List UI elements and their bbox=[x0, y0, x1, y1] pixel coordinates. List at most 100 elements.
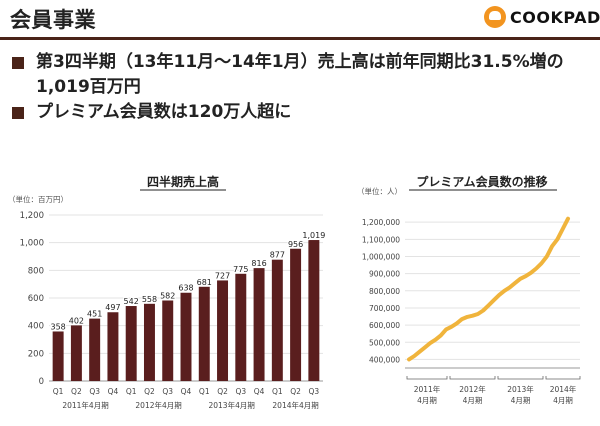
bar-y-tick-label: 1,200 bbox=[20, 211, 44, 221]
bar-value-label: 727 bbox=[215, 271, 230, 280]
bar-x-tick-label: Q1 bbox=[199, 387, 210, 396]
bar-x-tick-label: Q3 bbox=[162, 387, 173, 396]
bar-x-tick-label: Q2 bbox=[144, 387, 155, 396]
bar-group-label: 2011年4月期 bbox=[62, 400, 108, 410]
line-y-tick-label: 700,000 bbox=[369, 304, 400, 313]
line-group-year: 2011年 bbox=[414, 384, 441, 394]
bar-mark bbox=[125, 306, 137, 381]
bar-chart-title: 四半期売上高 bbox=[147, 174, 219, 189]
bar-value-label: 402 bbox=[69, 316, 84, 325]
bullet-text: 1,019百万円 bbox=[36, 77, 141, 97]
bar-mark bbox=[162, 300, 174, 381]
premium-members-line-chart: プレミアム会員数の推移 （単位：人） 400,000 500,000 600,000… bbox=[357, 174, 581, 405]
bar-value-label: 877 bbox=[270, 251, 285, 260]
line-y-tick-label: 1,200,000 bbox=[362, 218, 400, 227]
line-y-axis: 400,000 500,000 600,000 700,000 800,000 900,0… bbox=[362, 218, 400, 364]
brand-logo: COOKPAD bbox=[484, 6, 600, 28]
line-y-tick-label: 900,000 bbox=[369, 270, 400, 279]
line-group-period: 4月期 bbox=[463, 396, 483, 405]
line-group-labels: 2011年 4月期 2012年 4月期 2013年 4月期 2014年 4月期 bbox=[406, 376, 581, 405]
bar-y-axis: 0 200 400 600 800 1,000 1,200 bbox=[20, 211, 44, 387]
line-y-tick-label: 500,000 bbox=[369, 338, 400, 347]
line-y-tick-label: 1,000,000 bbox=[362, 252, 400, 261]
bar-value-label: 956 bbox=[288, 240, 303, 249]
bar-group-labels: 2011年4月期 2012年4月期 2013年4月期 2014年4月期 bbox=[62, 400, 318, 410]
bar-mark bbox=[308, 240, 320, 381]
line-group-period: 4月期 bbox=[553, 396, 573, 405]
bar-mark bbox=[89, 318, 101, 381]
bar-value-label: 497 bbox=[105, 303, 120, 312]
line-y-tick-label: 1,100,000 bbox=[362, 235, 400, 244]
bar-mark bbox=[217, 280, 229, 381]
bar-x-tick-label: Q4 bbox=[181, 387, 192, 396]
bar-value-label: 816 bbox=[251, 259, 266, 268]
bar-value-label: 558 bbox=[142, 295, 157, 304]
bar-mark bbox=[107, 312, 119, 381]
bar-value-label: 775 bbox=[233, 265, 248, 274]
bar-x-tick-label: Q3 bbox=[89, 387, 100, 396]
line-group-period: 4月期 bbox=[511, 396, 531, 405]
bar-mark bbox=[235, 273, 247, 381]
bar-x-tick-label: Q2 bbox=[71, 387, 82, 396]
bullet-item: プレミアム会員数は120万人超に bbox=[12, 100, 564, 125]
bar-x-tick-label: Q3 bbox=[235, 387, 246, 396]
bar-x-tick-label: Q4 bbox=[108, 387, 119, 396]
bullet-item-continuation: 1,019百万円 bbox=[12, 75, 564, 100]
bar-x-tick-label: Q2 bbox=[217, 387, 228, 396]
line-group-period: 4月期 bbox=[417, 396, 437, 405]
line-chart-title: プレミアム会員数の推移 bbox=[416, 174, 547, 189]
bar-x-tick-label: Q4 bbox=[254, 387, 265, 396]
bar-mark bbox=[290, 248, 302, 381]
bar-mark bbox=[253, 268, 265, 381]
bar-y-tick-label: 0 bbox=[39, 377, 44, 387]
bar-value-label: 451 bbox=[87, 310, 102, 319]
brand-name: COOKPAD bbox=[510, 7, 600, 27]
line-y-tick-label: 600,000 bbox=[369, 321, 400, 330]
line-group-bracket bbox=[545, 376, 581, 380]
bar-mark bbox=[198, 286, 210, 381]
bar-value-label: 1,019 bbox=[302, 231, 325, 240]
revenue-bar-chart: 四半期売上高 （単位：百万円） 02004006008001,0001,200 … bbox=[8, 174, 326, 410]
line-group-year: 2013年 bbox=[507, 384, 534, 394]
premium-members-series-line bbox=[407, 216, 570, 362]
bar-value-label: 638 bbox=[178, 284, 193, 293]
line-group-year: 2012年 bbox=[459, 384, 486, 394]
bar-x-tick-label: Q2 bbox=[290, 387, 301, 396]
bar-y-tick-label: 800 bbox=[28, 266, 44, 276]
header-divider bbox=[0, 37, 600, 40]
bar-series bbox=[52, 240, 320, 381]
bullet-list: 第3四半期（13年11月〜14年1月）売上高は前年同期比31.5%増の 1,01… bbox=[12, 50, 564, 125]
bar-x-tick-label: Q1 bbox=[126, 387, 137, 396]
line-y-tick-label: 400,000 bbox=[369, 355, 400, 364]
line-group-bracket bbox=[497, 376, 544, 380]
bar-mark bbox=[52, 331, 64, 381]
bar-value-label: 358 bbox=[50, 322, 65, 331]
bar-y-tick-label: 400 bbox=[28, 322, 44, 332]
bullet-square-icon bbox=[12, 57, 24, 69]
bar-y-tick-label: 200 bbox=[28, 349, 44, 359]
bar-mark bbox=[70, 325, 82, 381]
bar-group-label: 2014年4月期 bbox=[272, 400, 318, 410]
bullet-square-icon bbox=[12, 107, 24, 119]
bar-value-label: 582 bbox=[160, 291, 175, 300]
bar-x-tick-label: Q3 bbox=[309, 387, 320, 396]
line-chart-unit: （単位：人） bbox=[357, 186, 402, 196]
bar-group-label: 2012年4月期 bbox=[135, 400, 181, 410]
bar-x-tick-label: Q1 bbox=[53, 387, 64, 396]
bar-y-tick-label: 1,000 bbox=[20, 239, 44, 249]
bullet-text: 第3四半期（13年11月〜14年1月）売上高は前年同期比31.5%増の bbox=[36, 52, 564, 72]
line-group-bracket bbox=[406, 376, 448, 380]
bar-chart-unit: （単位：百万円） bbox=[8, 194, 68, 204]
bar-y-tick-label: 600 bbox=[28, 294, 44, 304]
bar-x-tick-label: Q1 bbox=[272, 387, 283, 396]
bar-value-label: 681 bbox=[197, 278, 212, 287]
bar-value-label: 542 bbox=[124, 297, 139, 306]
page-title: 会員事業 bbox=[10, 8, 96, 32]
chef-hat-icon bbox=[484, 6, 506, 28]
bar-mark bbox=[271, 259, 283, 381]
line-group-bracket bbox=[449, 376, 496, 380]
line-group-year: 2014年 bbox=[550, 384, 577, 394]
bar-group-label: 2013年4月期 bbox=[208, 400, 254, 410]
bullet-item: 第3四半期（13年11月〜14年1月）売上高は前年同期比31.5%増の bbox=[12, 50, 564, 75]
